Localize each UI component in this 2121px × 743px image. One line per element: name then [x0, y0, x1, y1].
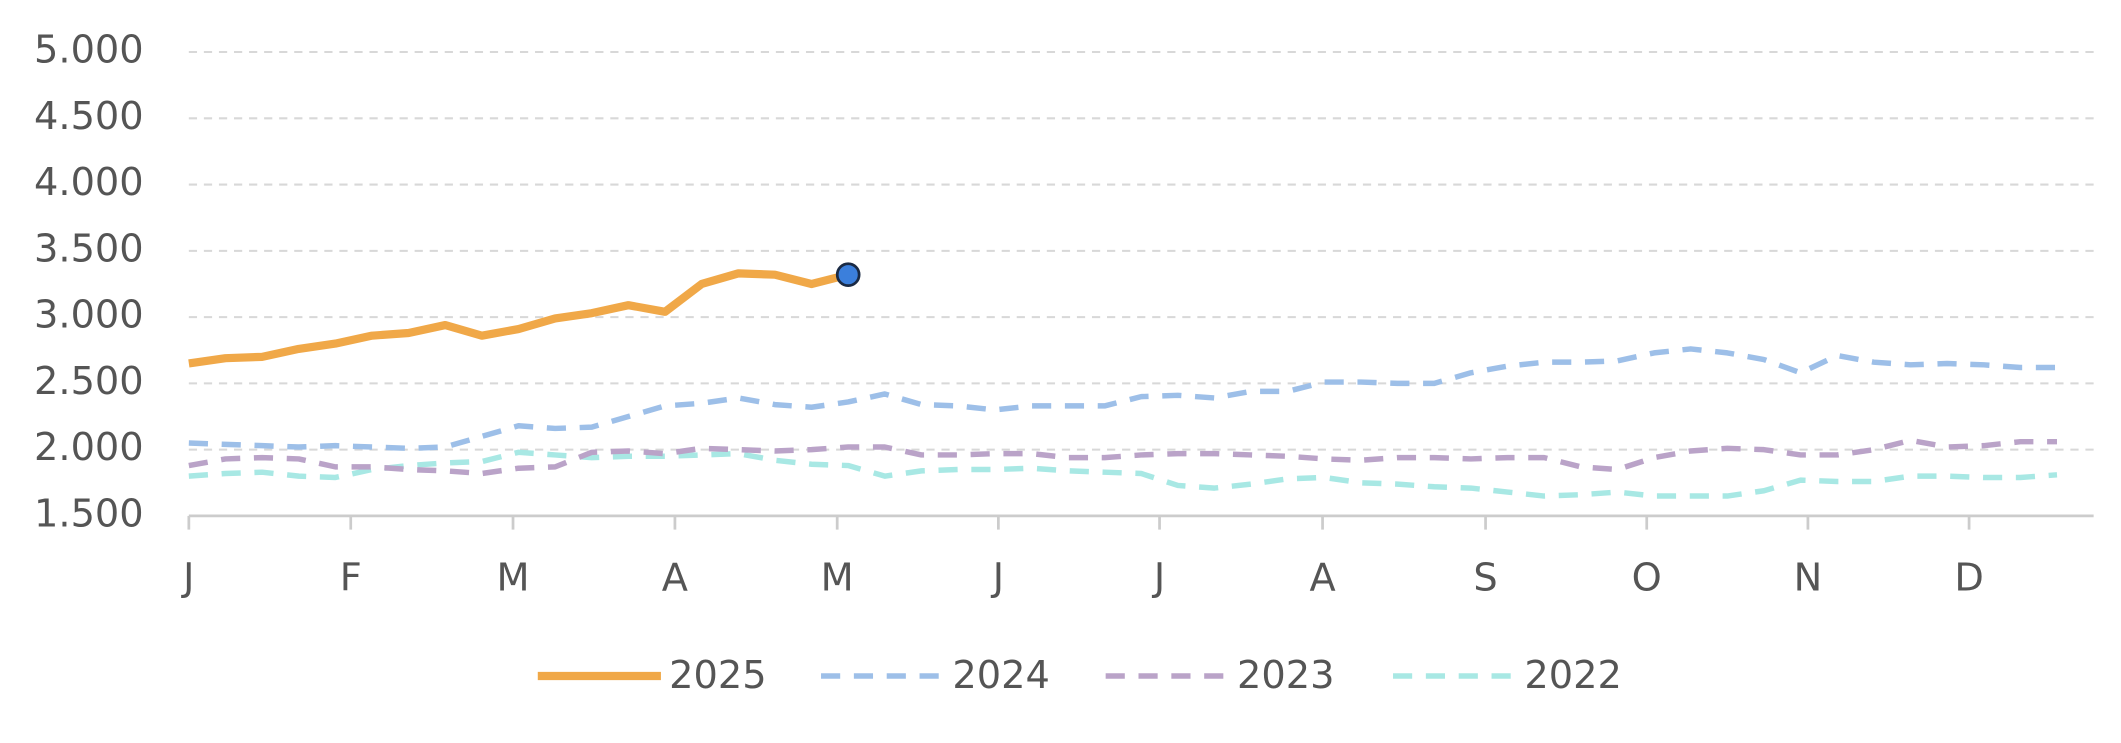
x-tick-label: J: [991, 556, 1004, 601]
y-tick-label: 3.000: [34, 293, 144, 338]
series-line: [188, 437, 2058, 477]
x-tick-label: N: [1794, 556, 1823, 601]
x-tick-label: S: [1473, 556, 1497, 601]
x-tick-label: D: [1954, 556, 1984, 601]
y-tick-label: 1.500: [34, 491, 144, 536]
y-tick-label: 5.000: [34, 28, 144, 73]
series-line: [188, 449, 2058, 499]
series-line: [188, 346, 2058, 452]
x-tick-label: J: [181, 556, 194, 601]
legend-label: 2025: [669, 653, 766, 698]
y-tick-label: 2.000: [34, 425, 144, 470]
y-tick-label: 2.500: [34, 359, 144, 404]
x-tick-label: J: [1152, 556, 1165, 601]
x-tick-label: O: [1632, 556, 1662, 601]
series-line: [188, 269, 850, 368]
legend-label: 2024: [952, 653, 1049, 698]
last-point-marker: [835, 262, 861, 288]
legend-label: 2023: [1237, 653, 1334, 698]
x-tick-label: F: [340, 556, 362, 601]
x-tick-label: A: [662, 556, 688, 601]
x-tick-label: M: [496, 556, 529, 601]
x-tick-label: M: [821, 556, 854, 601]
legend-label: 2022: [1524, 653, 1621, 698]
y-tick-label: 4.000: [34, 160, 144, 205]
y-tick-label: 3.500: [34, 226, 144, 271]
x-tick-label: A: [1309, 556, 1335, 601]
y-tick-label: 4.500: [34, 94, 144, 139]
